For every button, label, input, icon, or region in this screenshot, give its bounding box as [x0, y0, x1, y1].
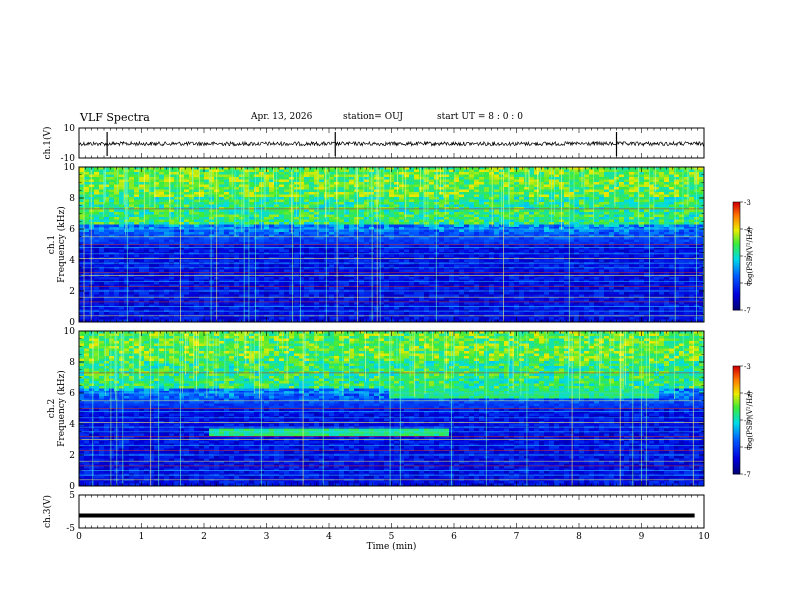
station-label: station= OUJ [343, 112, 404, 122]
ch2-spec-ylabel2: Frequency (kHz) [56, 370, 67, 447]
ch1-spec-ytick-6: 6 [69, 225, 75, 235]
ch2-spec-colorbar-tick--6: -6 [744, 444, 751, 452]
ch2-spec-colorbar-tick--3: -3 [744, 363, 751, 371]
ch3-ylabel: ch.3(V) [42, 495, 53, 528]
xtick-2: 2 [201, 532, 207, 542]
ch2-spec-ylabel: ch.2 [47, 399, 57, 418]
xtick-10: 10 [698, 532, 710, 542]
ch1-spec-ytick-4: 4 [69, 256, 75, 266]
ch2-spec-ytick-2: 2 [69, 451, 75, 461]
xtick-8: 8 [576, 532, 582, 542]
xtick-4: 4 [326, 532, 332, 542]
xtick-7: 7 [514, 532, 520, 542]
ch3-ytick-5: 5 [69, 491, 75, 501]
xtick-0: 0 [76, 532, 82, 542]
ch2-spectrogram [79, 331, 705, 487]
ch1-spec-ylabel2: Frequency (kHz) [56, 206, 67, 283]
ch2-spec-colorbar-tick--5: -5 [744, 417, 751, 425]
ch2-spec-ytick-0: 0 [69, 482, 75, 492]
ch1-spec-colorbar-tick--4: -4 [744, 226, 751, 234]
ch1-spec-ytick-10: 10 [64, 163, 76, 173]
xaxis-label: Time (min) [367, 541, 417, 552]
ch2-spec-colorbar-tick--7: -7 [744, 471, 751, 479]
ch1-spec-colorbar-tick--6: -6 [744, 280, 751, 288]
ch1-spec-colorbar-tick--5: -5 [744, 253, 751, 261]
ch1-ylabel: ch.1(V) [42, 127, 53, 160]
ch2-spec-ytick-8: 8 [69, 358, 75, 368]
ch2-spec-colorbar-label: log(PSD)(V²/Hz) [746, 391, 754, 448]
ch1-ytick--10: -10 [61, 154, 76, 164]
xtick-5: 5 [389, 532, 395, 542]
ch1-spec-colorbar-tick--7: -7 [744, 307, 751, 315]
ch1-spec-colorbar-label: log(PSD)(V²/Hz) [746, 227, 754, 284]
xtick-6: 6 [451, 532, 457, 542]
figure-title: VLF Spectra [80, 111, 150, 124]
ch3-waveform-line [79, 513, 695, 518]
ch1-spec-ytick-2: 2 [69, 287, 75, 297]
ch1-spec-ytick-0: 0 [69, 318, 75, 328]
ch2-spec-colorbar-tick--4: -4 [744, 390, 751, 398]
date-label: Apr. 13, 2026 [251, 112, 313, 122]
xtick-1: 1 [139, 532, 145, 542]
ch1-ytick-10: 10 [64, 124, 76, 134]
xtick-3: 3 [264, 532, 270, 542]
ch1-spec-ylabel: ch.1 [47, 235, 57, 254]
ch1-spec-ytick-8: 8 [69, 194, 75, 204]
ch1-spec-colorbar-tick--3: -3 [744, 199, 751, 207]
ch1-waveform-line [78, 140, 705, 147]
ch2-spec-ytick-10: 10 [64, 327, 76, 337]
ch2-spec-ytick-6: 6 [69, 389, 75, 399]
start-time-label: start UT = 8 : 0 : 0 [437, 112, 523, 122]
ch2-spec-ytick-4: 4 [69, 420, 75, 430]
ch3-ytick--5: -5 [66, 524, 75, 534]
xtick-9: 9 [639, 532, 645, 542]
ch1-spectrogram [79, 167, 705, 323]
